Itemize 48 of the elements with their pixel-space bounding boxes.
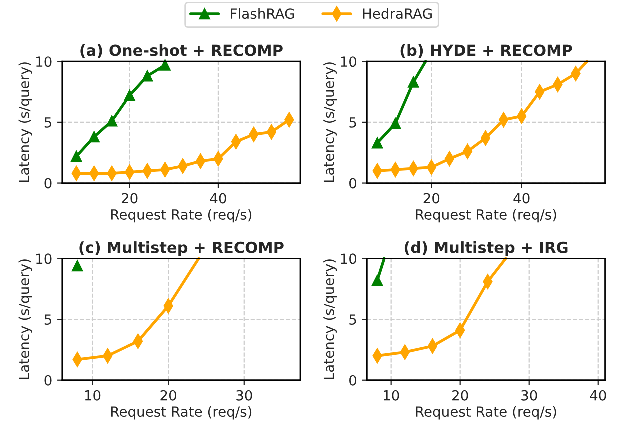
x-tick-label: 20 (452, 390, 468, 401)
point (142, 70, 154, 82)
y-tick-label: 0 (350, 178, 357, 189)
y-axis-title: Latency (s/query) (324, 260, 337, 380)
y-tick-label: 5 (350, 314, 356, 326)
point (72, 260, 84, 272)
x-tick-label: 10 (85, 390, 101, 401)
point (372, 138, 384, 149)
y-tick-label: 10 (341, 56, 357, 68)
chart-title: (c) Multistep + RECOMP (80, 242, 284, 256)
point (408, 76, 420, 88)
y-axis-title: Latency (s/query) (18, 62, 32, 182)
y-axis-title: Latency (s/query) (18, 260, 32, 380)
legend-label: FlashRAG (231, 8, 294, 20)
point (390, 118, 402, 130)
y-tick-label: 5 (350, 118, 356, 128)
legend-label: HedraRAG (363, 8, 432, 20)
x-axis-title: Request Rate (req/s) (112, 209, 252, 223)
x-tick-label: 10 (384, 390, 400, 401)
x-tick-label: 20 (160, 390, 176, 401)
x-axis-title: Request Rate (req/s) (112, 406, 252, 420)
x-tick-label: 40 (590, 390, 606, 401)
y-tick-label: 0 (350, 375, 357, 386)
point (372, 275, 384, 286)
x-tick-label: 40 (210, 193, 226, 204)
x-tick-label: 30 (522, 390, 538, 401)
x-axis-title: Request Rate (req/s) (416, 406, 556, 420)
y-tick-label: 5 (44, 118, 52, 128)
point (71, 150, 82, 162)
point (160, 60, 171, 71)
y-tick-label: 10 (36, 56, 52, 68)
x-tick-label: 20 (122, 193, 138, 204)
chart-title: (d) Multistep + IRG (404, 242, 568, 256)
point (106, 116, 118, 127)
point (88, 132, 100, 143)
point (124, 90, 136, 102)
x-axis-title: Request Rate (req/s) (416, 209, 556, 223)
y-axis-title: Latency (s/query) (324, 62, 337, 182)
x-tick-label: 20 (424, 193, 440, 204)
chart-title: (a) One-shot + RECOMP (80, 44, 283, 58)
y-tick-label: 0 (44, 375, 52, 386)
chart-title: (b) HYDE + RECOMP (400, 44, 572, 58)
x-tick-label: 40 (514, 193, 530, 204)
y-tick-label: 5 (44, 314, 52, 326)
x-tick-label: 30 (236, 390, 252, 401)
y-tick-label: 10 (341, 254, 357, 264)
y-tick-label: 0 (44, 178, 52, 189)
y-tick-label: 10 (36, 254, 52, 264)
